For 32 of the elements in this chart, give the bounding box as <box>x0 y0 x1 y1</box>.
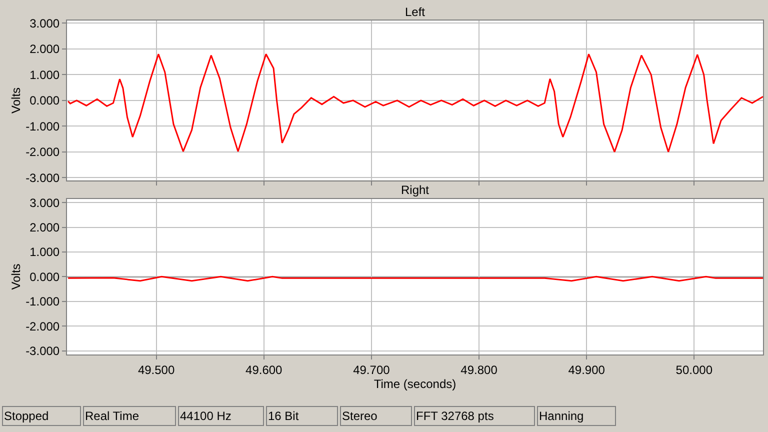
x-tick-label: 49.800 <box>460 362 498 377</box>
y-tick-label: 2.000 <box>30 42 60 56</box>
y-tick-label: 0.000 <box>30 94 60 108</box>
x-tick-label: 49.500 <box>138 362 175 377</box>
x-tick-label: 49.700 <box>353 362 390 377</box>
y-tick-label: -2.000 <box>26 145 60 160</box>
x-axis-title: Time (seconds) <box>374 376 456 391</box>
y-tick-label: -3.000 <box>26 170 60 185</box>
x-tick-label: 49.600 <box>246 362 283 377</box>
x-tick-label: 50.000 <box>676 362 713 377</box>
text: 16 Bit <box>268 409 300 423</box>
text: Real Time <box>85 409 140 423</box>
x-tick-label: 49.900 <box>568 362 606 377</box>
text: 44100 Hz <box>180 409 232 423</box>
y-tick-label: -1.000 <box>26 294 60 309</box>
text: Stopped <box>4 409 49 423</box>
y-tick-label: -2.000 <box>26 319 60 334</box>
y-tick-label: 3.000 <box>30 16 60 30</box>
y-axis-title: Volts <box>8 264 23 290</box>
chart-title: Left <box>405 5 426 19</box>
y-tick-label: -1.000 <box>26 119 60 134</box>
y-tick-label: 1.000 <box>30 245 60 260</box>
y-tick-label: 2.000 <box>30 220 60 234</box>
y-tick-label: 3.000 <box>30 196 60 210</box>
text: Hanning <box>539 409 584 423</box>
y-tick-label: 0.000 <box>30 270 60 284</box>
y-tick-label: 1.000 <box>30 68 60 82</box>
text: Stereo <box>342 409 378 423</box>
chart-title: Right <box>401 183 430 197</box>
y-tick-label: -3.000 <box>26 344 60 358</box>
y-axis-title: Volts <box>8 87 23 114</box>
text: FFT 32768 pts <box>416 409 494 423</box>
